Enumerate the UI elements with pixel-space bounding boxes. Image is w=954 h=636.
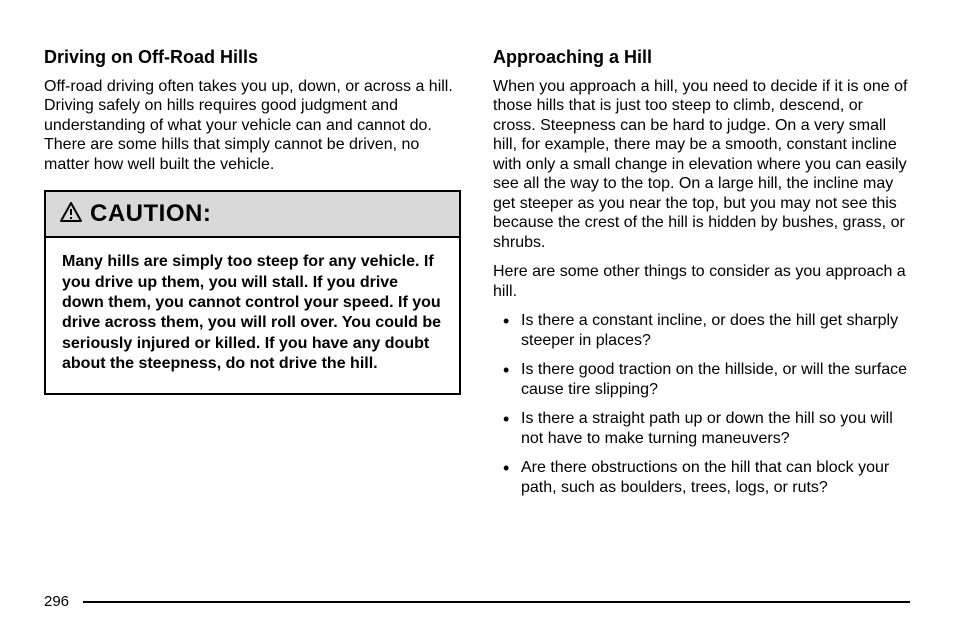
approaching-paragraph-2: Here are some other things to consider a…	[493, 262, 910, 301]
content-columns: Driving on Off-Road Hills Off-road drivi…	[44, 46, 910, 507]
caution-body: Many hills are simply too steep for any …	[46, 238, 459, 393]
right-column: Approaching a Hill When you approach a h…	[493, 46, 910, 507]
footer-rule	[83, 601, 910, 603]
warning-icon	[60, 202, 82, 226]
section-heading-driving-hills: Driving on Off-Road Hills	[44, 46, 461, 69]
page-footer: 296	[44, 593, 910, 610]
list-item: Is there good traction on the hillside, …	[493, 360, 910, 399]
list-item: Are there obstructions on the hill that …	[493, 458, 910, 497]
manual-page: Driving on Off-Road Hills Off-road drivi…	[0, 0, 954, 636]
intro-paragraph: Off-road driving often takes you up, dow…	[44, 77, 461, 175]
page-number: 296	[44, 593, 69, 610]
list-item: Is there a straight path up or down the …	[493, 409, 910, 448]
caution-label: CAUTION:	[90, 200, 211, 228]
section-heading-approaching-hill: Approaching a Hill	[493, 46, 910, 69]
approaching-paragraph-1: When you approach a hill, you need to de…	[493, 77, 910, 253]
list-item: Is there a constant incline, or does the…	[493, 311, 910, 350]
caution-header: CAUTION:	[46, 192, 459, 238]
left-column: Driving on Off-Road Hills Off-road drivi…	[44, 46, 461, 507]
considerations-list: Is there a constant incline, or does the…	[493, 311, 910, 497]
caution-box: CAUTION: Many hills are simply too steep…	[44, 190, 461, 395]
caution-text: Many hills are simply too steep for any …	[62, 252, 443, 375]
